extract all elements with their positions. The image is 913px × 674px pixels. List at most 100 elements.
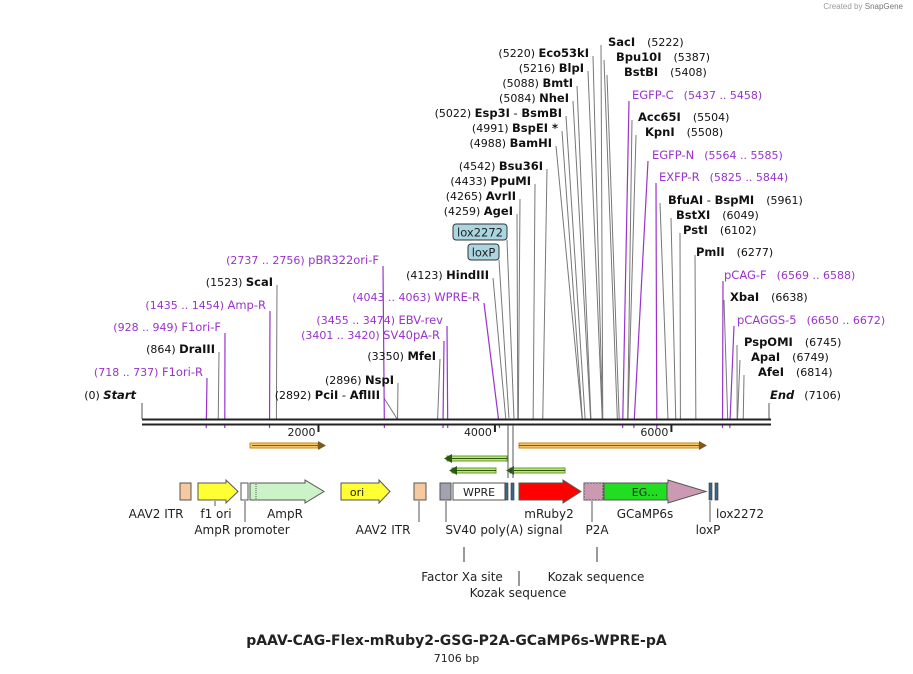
label-aav2-itr-right: AAV2 ITR	[356, 523, 411, 537]
feature-sv40-polya	[439, 482, 452, 501]
primer-line-egfp-c	[622, 100, 630, 429]
egfp-inner-label: EG…	[632, 486, 658, 499]
enzyme-label-kpni: KpnI (5508)	[645, 125, 723, 139]
enzyme-label-avrii: (4265) AvrII	[446, 189, 516, 203]
enzyme-label-bfuai: BfuAI - BspMI (5961)	[668, 193, 803, 207]
enzyme-line-pcii	[383, 397, 398, 420]
enzyme-label-bsu36i: (4542) Bsu36I	[459, 159, 543, 173]
enzyme-label-pspomi: PspOMI (6745)	[744, 335, 841, 349]
feature-lox2272-right	[714, 482, 719, 501]
boxed-lox2272: lox2272	[452, 223, 515, 420]
label-p2a: P2A	[585, 523, 609, 537]
feature-loxp-right	[708, 482, 713, 501]
feature-aav2-itr-left	[179, 482, 192, 501]
primer-label-pbr322ori-f: (2737 .. 2756) pBR322ori-F	[226, 253, 379, 267]
enzyme-line-mfei	[437, 358, 441, 420]
enzyme-line-bmti	[576, 85, 592, 420]
label-factor-xa: Factor Xa site	[421, 570, 503, 584]
label-mruby2: mRuby2	[524, 507, 573, 521]
svg-text:loxP: loxP	[472, 246, 496, 260]
primer-label-egfp-c: EGFP-C (5437 .. 5458)	[632, 88, 762, 102]
primer-label-f1ori-f: (928 .. 949) F1ori-F	[113, 320, 221, 334]
feature-ori	[340, 478, 391, 505]
enzyme-line-scai	[275, 284, 278, 420]
primer-line-ebv-rev	[446, 325, 449, 429]
enzyme-line-pmli	[694, 254, 697, 420]
enzyme-line-acc65i	[627, 119, 633, 420]
primer-line-egfp-n	[633, 160, 649, 429]
feature-lox-1	[504, 482, 509, 501]
feature-mruby2	[518, 479, 582, 504]
enzyme-label-bstbi: BstBI (5408)	[624, 65, 707, 79]
primer-label-pcag-f: pCAG-F (6569 .. 6588)	[724, 268, 855, 282]
orf-arrow-rev-2	[449, 466, 497, 475]
enzyme-label-eco53ki: (5220) Eco53kI	[498, 46, 589, 60]
label-f1-ori: f1 ori	[200, 507, 231, 521]
enzyme-line-bstxi	[670, 217, 677, 420]
feature-f1-ori	[197, 478, 239, 505]
enzyme-line-apai	[737, 359, 741, 420]
plasmid-title: pAAV-CAG-Flex-mRuby2-GSG-P2A-GCaMP6s-WPR…	[246, 633, 667, 649]
plasmid-length: 7106 bp	[433, 652, 480, 665]
orf-arrow-mruby-gcamp	[518, 441, 707, 450]
ori-inner-label: ori	[350, 486, 364, 499]
primer-line-pcag-f	[721, 280, 724, 429]
primer-line-exfp-r	[655, 182, 658, 429]
enzyme-label-afei: AfeI (6814)	[758, 365, 833, 379]
enzyme-label-bamhi: (4988) BamHI	[470, 136, 553, 150]
wpre-inner-label: WPRE	[463, 486, 495, 499]
enzyme-line-bpu10i	[603, 59, 618, 420]
enzyme-label-acc65i: Acc65I (5504)	[638, 110, 729, 124]
primer-label-sv40pa-r: (3401 .. 3420) SV40pA-R	[301, 328, 440, 342]
enzyme-line-bstbi	[606, 74, 620, 420]
enzyme-label-psti: PstI (6102)	[683, 223, 756, 237]
enzyme-label-bspei: (4991) BspEI *	[472, 121, 558, 135]
primer-line-amp-r	[268, 310, 271, 429]
brand-prefix: Created by	[823, 2, 863, 11]
enzyme-label-agei: (4259) AgeI	[444, 204, 513, 218]
primer-label-pcaggs-5: pCAGGS-5 (6650 .. 6672)	[737, 313, 885, 327]
feature-ampr-promoter	[240, 482, 249, 501]
enzyme-label-ppumi: (4433) PpuMI	[450, 174, 531, 188]
enzyme-line-avrii	[517, 198, 521, 420]
enzyme-line-nhei	[572, 100, 592, 420]
enzyme-line-hindiii	[492, 277, 507, 420]
dna-backbone	[143, 419, 770, 425]
enzyme-label-bmti: (5088) BmtI	[502, 76, 573, 90]
enzyme-label-nhei: (5084) NheI	[499, 91, 569, 105]
primer-label-egfp-n: EGFP-N (5564 .. 5585)	[652, 148, 783, 162]
site-labels: (5220) Eco53kI(5216) BlpI(5088) BmtI(508…	[84, 35, 885, 402]
label-lox2272-right: lox2272	[716, 507, 764, 521]
enzyme-line-bamhi	[555, 145, 583, 420]
label-sv40-polya: SV40 poly(A) signal	[445, 523, 562, 537]
label-aav2-itr-left: AAV2 ITR	[129, 507, 184, 521]
enzyme-label-mfei: (3350) MfeI	[367, 349, 436, 363]
enzyme-line-ppumi	[532, 183, 536, 420]
enzyme-label-bpu10i: Bpu10I (5387)	[616, 50, 710, 64]
tick-label-2000: 2000	[287, 426, 315, 439]
primer-line-pbr322ori-f	[382, 265, 385, 429]
enzyme-label-esp3i: (5022) Esp3I - BsmBI	[435, 106, 562, 120]
enzyme-line-xbai	[723, 299, 729, 420]
enzyme-label-hindiii: (4123) HindIII	[406, 268, 489, 282]
enzyme-label-pmli: PmlI (6277)	[696, 245, 773, 259]
site-lines	[141, 44, 770, 429]
enzyme-line-esp3i	[565, 115, 586, 420]
label-kozak-2: Kozak sequence	[548, 570, 645, 584]
enzyme-line-bfuai	[659, 202, 669, 420]
enzyme-line-agei	[516, 213, 519, 420]
primer-label-exfp-r: EXFP-R (5825 .. 5844)	[659, 170, 788, 184]
primer-label-wpre-r: (4043 .. 4063) WPRE-R	[352, 290, 480, 304]
feature-aav2-itr-right	[413, 482, 427, 501]
enzyme-label-apai: ApaI (6749)	[751, 350, 829, 364]
enzyme-line-draiii	[217, 351, 220, 420]
ruler-ticks: 2000 4000 6000	[287, 424, 673, 439]
snapgene-brand: Created by SnapGene	[823, 2, 903, 11]
enzyme-line-afei	[742, 374, 745, 420]
enzyme-label-draiii: (864) DraIII	[146, 342, 215, 356]
enzyme-line-blpi	[587, 70, 603, 420]
tick-label-6000: 6000	[640, 426, 668, 439]
enzyme-label-bstxi: BstXI (6049)	[676, 208, 759, 222]
boxed-loxp: loxP	[467, 243, 510, 420]
enzyme-label-scai: (1523) ScaI	[206, 275, 273, 289]
